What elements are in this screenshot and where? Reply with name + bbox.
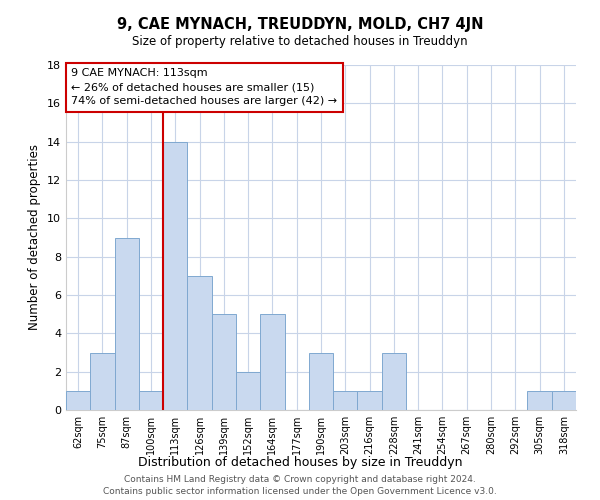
Text: 9, CAE MYNACH, TREUDDYN, MOLD, CH7 4JN: 9, CAE MYNACH, TREUDDYN, MOLD, CH7 4JN	[117, 18, 483, 32]
Bar	[309, 352, 333, 410]
Bar	[139, 391, 163, 410]
Bar	[358, 391, 382, 410]
Y-axis label: Number of detached properties: Number of detached properties	[28, 144, 41, 330]
Text: 9 CAE MYNACH: 113sqm
← 26% of detached houses are smaller (15)
74% of semi-detac: 9 CAE MYNACH: 113sqm ← 26% of detached h…	[71, 68, 337, 106]
Bar	[66, 391, 90, 410]
Bar	[333, 391, 358, 410]
Bar	[187, 276, 212, 410]
Bar	[527, 391, 552, 410]
Bar	[260, 314, 284, 410]
Bar	[90, 352, 115, 410]
Text: Contains HM Land Registry data © Crown copyright and database right 2024.: Contains HM Land Registry data © Crown c…	[124, 476, 476, 484]
Bar	[115, 238, 139, 410]
Bar	[382, 352, 406, 410]
Text: Contains public sector information licensed under the Open Government Licence v3: Contains public sector information licen…	[103, 486, 497, 496]
Bar	[552, 391, 576, 410]
Text: Distribution of detached houses by size in Treuddyn: Distribution of detached houses by size …	[138, 456, 462, 469]
Bar	[212, 314, 236, 410]
Bar	[236, 372, 260, 410]
Text: Size of property relative to detached houses in Treuddyn: Size of property relative to detached ho…	[132, 35, 468, 48]
Bar	[163, 142, 187, 410]
